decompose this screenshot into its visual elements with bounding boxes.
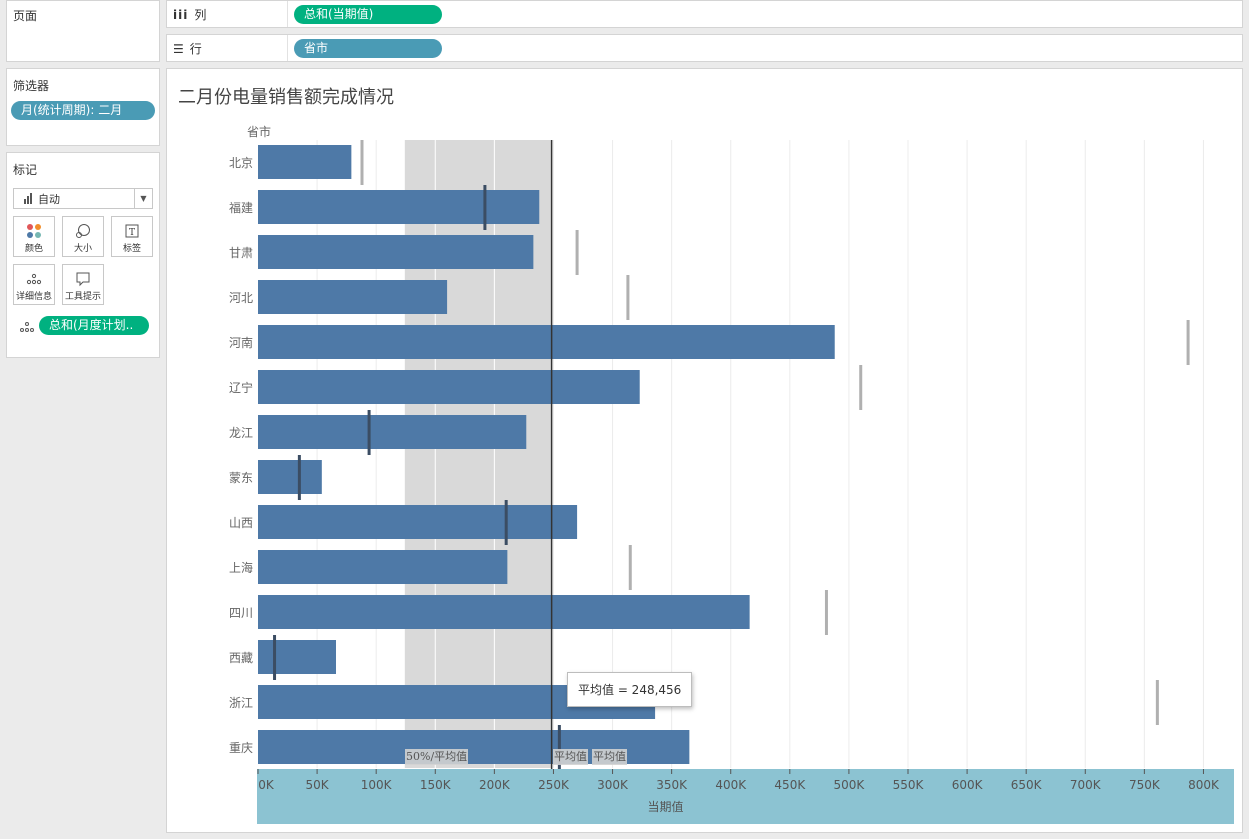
filters-card: 筛选器 月(统计周期): 二月 xyxy=(6,68,160,146)
band-label: 50%/平均值 xyxy=(405,749,469,765)
row-label: 上海 xyxy=(228,561,253,575)
x-tick-label: 800K xyxy=(1188,778,1220,792)
bar xyxy=(258,325,835,359)
color-button[interactable]: 颜色 xyxy=(13,216,55,257)
rows-shelf-divider xyxy=(287,35,288,61)
detail-pill-monthly-plan[interactable]: 总和(月度计划.. xyxy=(39,316,149,335)
bar xyxy=(258,505,578,539)
bar xyxy=(258,460,322,494)
row-label: 西藏 xyxy=(228,651,253,665)
mark-type-dropdown[interactable]: 自动 ▼ xyxy=(13,188,153,209)
detail-dots-icon xyxy=(14,271,54,287)
size-button-label: 大小 xyxy=(73,244,92,254)
columns-pill[interactable]: 总和(当期值) xyxy=(294,5,442,24)
mark-type-label: 自动 xyxy=(38,192,60,206)
row-label: 河南 xyxy=(228,336,253,350)
x-tick-label: 500K xyxy=(834,778,866,792)
columns-icon: iii xyxy=(173,7,189,22)
bar xyxy=(258,640,336,674)
x-tick-label: 250K xyxy=(538,778,570,792)
reference-band xyxy=(404,140,552,768)
bar xyxy=(258,190,540,224)
filters-card-title: 筛选器 xyxy=(13,79,50,93)
x-tick-label: 50K xyxy=(306,778,330,792)
bar-chart: 0K 50K 100K 150K 200K 250K 300K 350K 400K 450K 500… xyxy=(257,140,1234,824)
speech-bubble-icon xyxy=(63,271,103,287)
marks-card-title: 标记 xyxy=(13,163,38,177)
pages-card[interactable]: 页面 xyxy=(6,0,160,62)
label-button[interactable]: T 标签 xyxy=(111,216,153,257)
x-tick-label: 700K xyxy=(1070,778,1102,792)
x-tick-label: 200K xyxy=(479,778,511,792)
size-button[interactable]: 大小 xyxy=(62,216,104,257)
detail-field-icon xyxy=(19,321,35,336)
label-button-label: 标签 xyxy=(122,244,141,254)
filter-pill-month[interactable]: 月(统计周期): 二月 xyxy=(11,101,155,120)
columns-shelf-divider xyxy=(287,1,288,27)
marks-card: 标记 自动 ▼ 颜色 大小 T 标签 详细信息 xyxy=(6,152,160,358)
detail-button-label: 详细信息 xyxy=(15,292,52,302)
x-tick-label: 650K xyxy=(1011,778,1043,792)
pages-card-title: 页面 xyxy=(13,9,38,23)
rows-pill[interactable]: 省市 xyxy=(294,39,442,58)
x-tick-label: 550K xyxy=(893,778,925,792)
x-tick-label: 0K xyxy=(258,778,275,792)
row-header: 省市 xyxy=(246,125,271,139)
rows-label-text: 行 xyxy=(189,42,202,56)
x-tick-label: 350K xyxy=(656,778,688,792)
average-tooltip: 平均值 = 248,456 xyxy=(567,672,693,707)
bar xyxy=(258,595,750,629)
x-tick-label: 600K xyxy=(952,778,984,792)
columns-label-text: 列 xyxy=(194,8,207,22)
rows-shelf[interactable]: ☰ 行 省市 xyxy=(166,34,1243,62)
x-tick-label: 100K xyxy=(361,778,393,792)
detail-button[interactable]: 详细信息 xyxy=(13,264,55,305)
row-label: 四川 xyxy=(228,606,253,620)
tooltip-button-label: 工具提示 xyxy=(64,292,101,302)
avg-label-2: 平均值 xyxy=(592,749,627,765)
row-label: 蒙东 xyxy=(228,471,253,485)
x-tick-label: 400K xyxy=(715,778,747,792)
rows-icon: ☰ xyxy=(173,41,184,56)
row-label: 甘肃 xyxy=(228,246,253,260)
size-icon xyxy=(63,223,103,239)
avg-label-1: 平均值 xyxy=(553,749,588,765)
rows-shelf-label: ☰ 行 xyxy=(173,40,202,57)
x-tick-label: 300K xyxy=(597,778,629,792)
svg-text:T: T xyxy=(129,228,135,238)
row-label: 河北 xyxy=(228,291,253,305)
x-tick-label: 150K xyxy=(420,778,452,792)
bar-chart-icon xyxy=(24,193,32,204)
tooltip-button[interactable]: 工具提示 xyxy=(62,264,104,305)
chevron-down-icon[interactable]: ▼ xyxy=(134,189,152,208)
bar xyxy=(258,145,352,179)
x-tick-label: 450K xyxy=(774,778,806,792)
bar xyxy=(258,235,534,269)
columns-shelf[interactable]: iii 列 总和(当期值) xyxy=(166,0,1243,28)
viz-title: 二月份电量销售额完成情况 xyxy=(178,87,394,108)
columns-shelf-label: iii 列 xyxy=(173,6,206,23)
row-label: 辽宁 xyxy=(228,381,253,395)
row-label: 龙江 xyxy=(228,426,253,440)
bar xyxy=(258,550,508,584)
color-dots-icon xyxy=(14,223,54,239)
x-tick-label: 750K xyxy=(1129,778,1161,792)
row-label: 重庆 xyxy=(228,741,253,755)
row-label: 福建 xyxy=(228,201,253,215)
color-button-label: 颜色 xyxy=(24,244,43,254)
text-label-icon: T xyxy=(112,223,152,239)
bar xyxy=(258,280,448,314)
row-label: 浙江 xyxy=(228,696,253,710)
x-axis-band xyxy=(257,769,1234,824)
viz-panel: 二月份电量销售额完成情况 省市 北京福建甘肃河北河南辽宁龙江蒙东山西上海四川西藏… xyxy=(166,68,1243,833)
bar xyxy=(258,415,527,449)
x-axis-title: 当期值 xyxy=(647,799,683,814)
row-label: 北京 xyxy=(228,156,253,170)
row-label: 山西 xyxy=(228,516,253,530)
bar xyxy=(258,370,640,404)
